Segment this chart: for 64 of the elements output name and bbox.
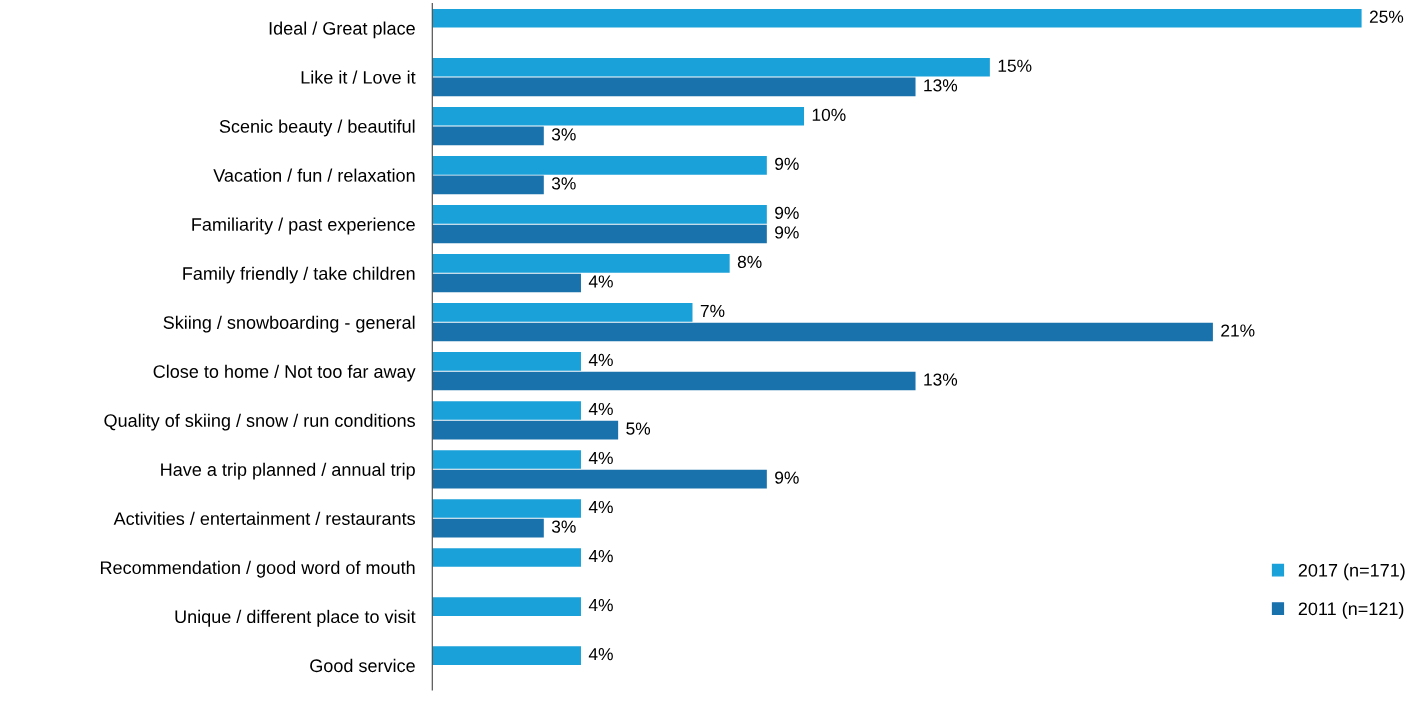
data-label: 9%	[775, 226, 799, 239]
bar	[432, 401, 581, 420]
y-tick-label: Quality of skiing / snow / run conditions	[104, 413, 415, 431]
data-label: 4%	[588, 549, 613, 563]
data-label: 9%	[775, 471, 799, 484]
bar	[432, 175, 544, 195]
bar	[432, 450, 581, 469]
bar	[432, 205, 767, 224]
bar	[432, 106, 805, 126]
bar	[432, 57, 990, 77]
bar	[432, 469, 767, 489]
y-tick-label: Ideal / Great place	[269, 21, 415, 39]
bar	[432, 518, 544, 538]
y-tick-label: Vacation / fun / relaxation	[213, 168, 415, 182]
y-tick-label: Familiarity / past experience	[192, 217, 415, 235]
bar	[432, 371, 916, 391]
y-tick-label: Family friendly / take children	[183, 266, 415, 284]
data-label: 4%	[588, 275, 613, 288]
bar	[432, 548, 581, 567]
y-tick-label: Scenic beauty / beautiful	[219, 119, 415, 137]
bar	[432, 499, 581, 518]
bar	[432, 273, 581, 293]
data-label: 13%	[924, 373, 958, 386]
data-label: 7%	[700, 304, 725, 317]
bar	[432, 352, 581, 371]
legend-label: 2017 (n=171)	[1298, 563, 1405, 581]
data-label: 9%	[775, 157, 799, 170]
bar	[432, 156, 767, 175]
data-label: 4%	[588, 402, 613, 416]
bar	[432, 597, 581, 616]
legend-label: 2011 (n=121)	[1298, 601, 1404, 619]
data-label: 4%	[588, 599, 613, 612]
bar	[432, 646, 581, 665]
data-label: 4%	[588, 648, 613, 661]
data-label: 3%	[551, 128, 576, 141]
data-label: 13%	[924, 79, 958, 92]
bar	[432, 126, 544, 146]
y-tick-label: Skiing / snowboarding - general	[163, 315, 415, 333]
data-label: 8%	[737, 255, 762, 269]
bar	[432, 420, 619, 440]
bar	[432, 322, 1213, 342]
data-label: 25%	[1369, 10, 1404, 23]
bar	[432, 8, 1362, 28]
bar	[432, 303, 693, 322]
data-label: 4%	[588, 353, 613, 367]
data-label: 3%	[551, 520, 576, 533]
data-label: 9%	[775, 206, 799, 219]
y-tick-label: Like it / Love it	[301, 70, 416, 84]
data-label: 5%	[626, 422, 651, 435]
y-tick-label: Close to home / Not too far away	[153, 364, 416, 382]
y-tick-label: Recommendation / good word of mouth	[100, 560, 415, 578]
bar	[432, 77, 916, 97]
bar	[432, 254, 730, 273]
y-tick-label: Unique / different place to visit	[175, 609, 416, 627]
y-tick-label: Activities / entertainment / restaurants	[113, 511, 415, 526]
y-tick-label: Have a trip planned / annual trip	[161, 462, 415, 480]
bar	[432, 224, 767, 244]
data-label: 4%	[588, 500, 613, 514]
data-label: 10%	[812, 108, 846, 121]
data-label: 21%	[1221, 324, 1255, 337]
data-label: 3%	[551, 177, 576, 190]
y-tick-label: Good service	[310, 658, 415, 673]
data-label: 15%	[998, 59, 1032, 72]
data-label: 4%	[588, 451, 613, 465]
